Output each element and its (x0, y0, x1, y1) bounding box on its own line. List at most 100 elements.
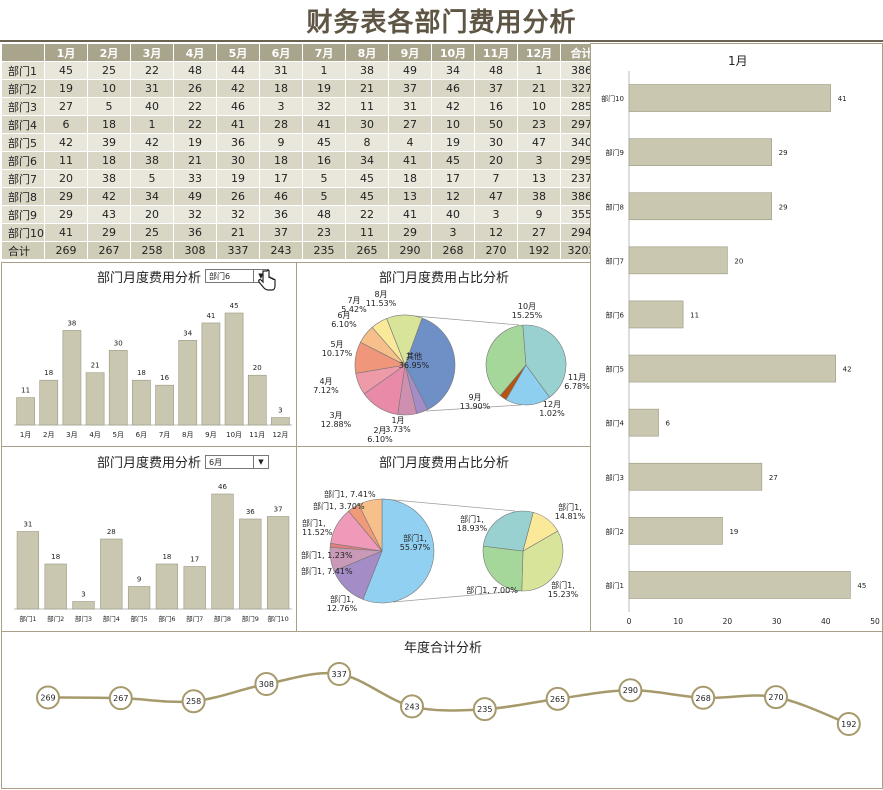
table-cell: 32 (302, 97, 346, 116)
hbar-data-label: 19 (729, 528, 738, 536)
table-cell: 269 (44, 241, 88, 260)
table-column-header: 4月 (173, 43, 217, 62)
pie-data-label: 7.12% (313, 386, 339, 395)
table-cell: 235 (302, 241, 346, 260)
hbar-bar (628, 354, 836, 383)
hbar-x-tick-label: 50 (870, 617, 880, 626)
annual-line-data-label: 270 (768, 693, 783, 702)
pie-data-label: 部门1, (302, 518, 326, 528)
monthly-bar-data-label: 45 (230, 302, 239, 310)
dept-bar-tick-label: 部门5 (131, 614, 148, 623)
table-cell: 290 (388, 241, 432, 260)
table-row-header: 部门5 (1, 133, 45, 152)
pie-data-label: 3月 (329, 411, 342, 420)
table-cell: 20 (44, 169, 88, 188)
dept-bar-title: 部门月度费用分析 (97, 456, 202, 471)
annual-line-point (836, 712, 861, 736)
table-cell: 43 (87, 205, 131, 224)
table-row: 合计 269 267 258 308 337 243 235 265 290 268 270 192 32… (1, 241, 603, 260)
annual-line-point (327, 662, 352, 686)
table-row: 部门7 20 38 5 33 19 17 5 45 18 17 7 13 237 (1, 169, 603, 188)
table-cell: 10 (431, 115, 475, 134)
monthly-bar-tick-label: 8月 (182, 431, 193, 439)
table-cell: 45 (431, 151, 475, 170)
dept-bar-data-label: 28 (107, 528, 116, 536)
table-cell: 22 (345, 205, 389, 224)
table-cell: 37 (474, 79, 518, 98)
dept-bar-data-label: 31 (23, 521, 32, 529)
table-cell: 46 (431, 79, 475, 98)
dept-bar-tick-label: 部门7 (186, 614, 203, 623)
pie-data-label: 1.02% (539, 409, 565, 418)
table-cell: 41 (388, 205, 432, 224)
dept-bar-bar (16, 531, 40, 610)
chevron-down-icon[interactable]: ▼ (253, 270, 268, 282)
hbar-data-label: 42 (843, 366, 852, 374)
hbar-data-label: 29 (779, 149, 788, 157)
table-cell: 11 (345, 97, 389, 116)
monthly-bar-panel: 部门月度费用分析 部门6 ▼ 11 1月 18 2月 38 3月 21 4月 30 5月 18 6月 1… (1, 262, 297, 447)
monthly-bar-bar (178, 340, 198, 426)
table-row: 部门2 19 10 31 26 42 18 19 21 37 46 37 21 327 (1, 79, 603, 98)
dept-bar-bar (44, 563, 67, 610)
annual-line-point (545, 686, 570, 711)
table-cell: 243 (259, 241, 303, 260)
annual-line-data-label: 268 (696, 694, 711, 703)
table-cell: 26 (216, 187, 260, 206)
table-cell: 1 (517, 61, 561, 80)
dept-bar-chart: 31 部门1 18 部门2 3 部门3 28 部门4 9 部门5 18 部门6 17 部门7 46 部门8 36… (14, 483, 292, 623)
dept-bar-data-label: 36 (246, 508, 255, 516)
table-column-header: 11月 (474, 43, 518, 62)
table-cell: 41 (302, 115, 346, 134)
monthly-bar-data-label: 18 (137, 369, 146, 377)
monthly-bar-data-label: 11 (21, 387, 30, 395)
pie-data-label: 18.93% (457, 524, 488, 533)
department-select[interactable]: 部门6 ▼ (205, 269, 269, 283)
table-cell: 22 (173, 115, 217, 134)
monthly-bar-data-label: 30 (114, 339, 123, 347)
pie-data-label: 55.97% (400, 543, 431, 552)
table-cell: 27 (44, 97, 88, 116)
table-cell: 45 (345, 187, 389, 206)
monthly-bar-title: 部门月度费用分析 (97, 271, 202, 286)
dept-bar-data-label: 9 (137, 576, 141, 584)
month-select[interactable]: 6月 ▼ (205, 455, 269, 469)
pie-secondary-slice (482, 545, 524, 592)
monthly-bar-tick-label: 6月 (136, 431, 147, 439)
table-cell: 265 (345, 241, 389, 260)
pie-data-label: 15.25% (512, 311, 543, 320)
table-cell: 40 (130, 97, 174, 116)
dept-bar-tick-label: 部门1 (19, 614, 36, 623)
hbar-tick-label: 部门4 (606, 419, 625, 428)
pie-data-label: 15.23% (548, 590, 579, 599)
hand-cursor-icon (258, 269, 276, 291)
chevron-down-icon[interactable]: ▼ (253, 456, 268, 468)
monthly-bar-chart: 11 1月 18 2月 38 3月 21 4月 30 5月 18 6月 16 7月 34 8月 41 9月 45 10… (14, 302, 292, 439)
pie-data-label: 10月 (518, 302, 536, 311)
dept-bar-data-label: 3 (81, 591, 85, 599)
monthly-bar-bar (155, 384, 174, 426)
dept-bar-data-label: 17 (190, 556, 199, 564)
pie-secondary-slice (499, 364, 527, 401)
table-row-header: 部门8 (1, 187, 45, 206)
table-cell: 19 (173, 133, 217, 152)
monthly-bar-data-label: 20 (253, 364, 262, 372)
pie-data-label: 3.73% (385, 425, 411, 434)
annual-line-data-label: 337 (332, 670, 347, 679)
pie-secondary-slice (522, 511, 559, 552)
table-cell: 38 (517, 187, 561, 206)
table-cell: 31 (130, 79, 174, 98)
monthly-bar-data-label: 21 (91, 362, 100, 370)
hbar-tick-label: 部门2 (606, 527, 624, 536)
table-cell: 9 (259, 133, 303, 152)
table-cell: 17 (259, 169, 303, 188)
annual-line-data-label: 243 (404, 702, 419, 711)
table-cell: 30 (345, 115, 389, 134)
table-cell: 5 (302, 169, 346, 188)
table-row: 部门1 45 25 22 48 44 31 1 38 49 34 48 1 386 (1, 61, 603, 80)
table-cell: 50 (474, 115, 518, 134)
annual-line-point (181, 689, 206, 714)
hbar-tick-label: 部门1 (606, 581, 624, 590)
table-cell: 23 (517, 115, 561, 134)
table-cell: 27 (517, 223, 561, 242)
